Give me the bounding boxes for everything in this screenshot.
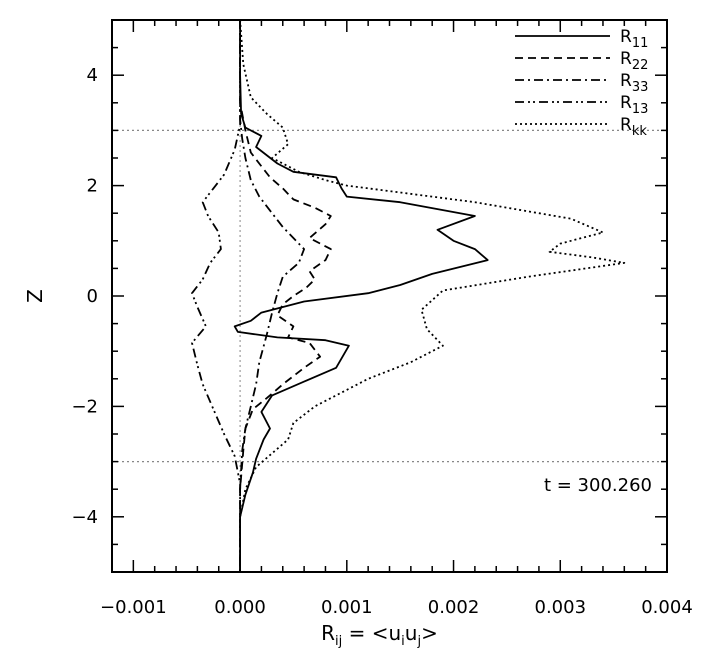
x-tick-label: −0.001 <box>100 597 167 618</box>
x-tick-label: 0.002 <box>428 597 480 618</box>
series-line-R11 <box>233 20 489 572</box>
y-axis-title: Z <box>23 289 47 303</box>
time-annotation: t = 300.260 <box>544 475 652 496</box>
series-line-R13 <box>191 20 241 572</box>
x-tick-label: 0.004 <box>641 597 693 618</box>
legend-label-Rkk: Rkk <box>620 115 647 139</box>
y-tick-label: −2 <box>71 396 98 417</box>
data-curves <box>191 19 626 572</box>
x-axis-title: Rij = <uiuj> <box>321 621 438 649</box>
x-tick-label: 0.003 <box>535 597 587 618</box>
legend-label-R11: R11 <box>620 27 648 51</box>
legend-label-R13: R13 <box>620 93 648 117</box>
x-tick-label: 0.000 <box>214 597 266 618</box>
y-tick-label: −4 <box>71 507 98 528</box>
y-tick-label: 0 <box>87 286 98 307</box>
legend-label-R22: R22 <box>620 49 648 73</box>
series-line-R22 <box>239 20 332 572</box>
y-tick-label: 4 <box>87 65 98 86</box>
series-line-R33 <box>239 20 305 572</box>
axes: −0.001 0.000 0.001 0.002 0.003 0.004 −4 −2 0 2 4 Ri… <box>23 19 693 649</box>
legend-label-R33: R33 <box>620 71 648 95</box>
series-line-Rkk <box>239 19 626 572</box>
x-tick-label: 0.001 <box>321 597 373 618</box>
y-tick-label: 2 <box>87 176 98 197</box>
